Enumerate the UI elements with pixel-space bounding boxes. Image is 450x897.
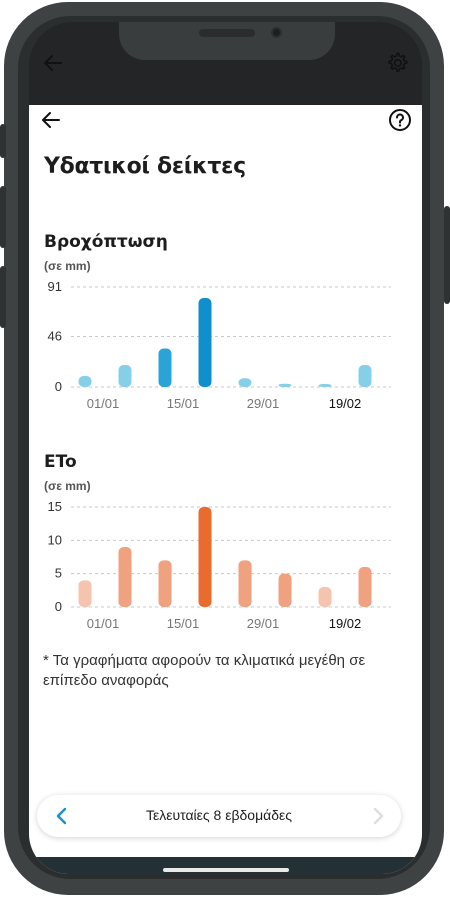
rain-chart-svg: 0 46 91 01/01 15/01 29/01 19/02 — [48, 279, 391, 411]
eto-x-tick: 15/01 — [167, 616, 200, 631]
arrow-left-icon[interactable] — [42, 52, 64, 74]
eto-bar — [318, 587, 332, 607]
rain-bar — [78, 376, 92, 387]
eto-y-tick: 0 — [55, 599, 62, 614]
eto-bar-chart: 0 5 10 15 01/01 15/01 29/01 19/02 — [29, 499, 422, 647]
content-area: Υδατικοί δείκτες Βροχόπτωση (σε mm) 0 46 9… — [29, 105, 422, 874]
rain-x-tick: 01/01 — [87, 396, 120, 411]
page-title: Υδατικοί δείκτες — [44, 154, 246, 179]
volume-down-button — [0, 266, 6, 328]
rain-y-tick: 0 — [55, 379, 62, 394]
eto-x-tick: 19/02 — [329, 616, 362, 631]
eto-x-tick: 01/01 — [87, 616, 120, 631]
app-top-bar — [29, 22, 422, 104]
eto-bar — [158, 560, 172, 607]
power-button — [444, 206, 450, 304]
notch — [119, 22, 335, 60]
chart-footnote: * Τα γραφήματα αφορούν τα κλιματικά μεγέ… — [43, 652, 366, 689]
eto-bar — [358, 567, 372, 607]
rain-bar-chart: 0 46 91 01/01 15/01 29/01 19/02 — [29, 279, 422, 427]
rain-bar — [278, 383, 292, 387]
rain-chart-title: Βροχόπτωση — [44, 232, 168, 252]
rain-bar — [118, 365, 132, 387]
rain-x-tick: 19/02 — [329, 396, 362, 411]
arrow-left-icon[interactable] — [40, 109, 62, 131]
rain-x-tick: 15/01 — [167, 396, 200, 411]
rain-bar — [158, 348, 172, 387]
eto-bar — [278, 573, 292, 607]
volume-up-button — [0, 186, 6, 248]
eto-bar — [198, 507, 212, 607]
rain-bar — [198, 297, 212, 387]
bottom-strip — [29, 857, 422, 874]
eto-y-tick: 5 — [55, 566, 62, 581]
eto-chart-svg: 0 5 10 15 01/01 15/01 29/01 19/02 — [48, 499, 391, 631]
eto-chart-unit: (σε mm) — [44, 479, 91, 493]
rain-bar — [358, 365, 372, 387]
period-selector: Τελευταίες 8 εβδομάδες — [37, 795, 401, 837]
eto-bar — [238, 560, 252, 607]
period-label: Τελευταίες 8 εβδομάδες — [145, 807, 293, 823]
rain-y-tick: 91 — [48, 279, 62, 294]
side-button — [0, 124, 6, 158]
rain-chart-unit: (σε mm) — [44, 259, 91, 273]
eto-y-tick: 10 — [48, 532, 62, 547]
eto-y-tick: 15 — [48, 499, 62, 514]
home-indicator — [163, 868, 289, 872]
chevron-right-icon[interactable] — [365, 803, 391, 829]
eto-x-tick: 29/01 — [247, 616, 280, 631]
front-camera — [271, 27, 282, 38]
speaker — [199, 29, 255, 37]
screen: Υδατικοί δείκτες Βροχόπτωση (σε mm) 0 46 9… — [29, 22, 422, 874]
gear-icon[interactable] — [385, 51, 409, 75]
chevron-left-icon[interactable] — [49, 803, 75, 829]
rain-x-tick: 29/01 — [247, 396, 280, 411]
rain-bar — [318, 384, 332, 387]
eto-bar — [78, 580, 92, 607]
rain-bar — [238, 378, 252, 387]
rain-y-tick: 46 — [48, 328, 62, 343]
eto-chart-title: ETo — [44, 452, 77, 472]
eto-bar — [118, 547, 132, 607]
help-circle-icon[interactable] — [388, 108, 412, 132]
